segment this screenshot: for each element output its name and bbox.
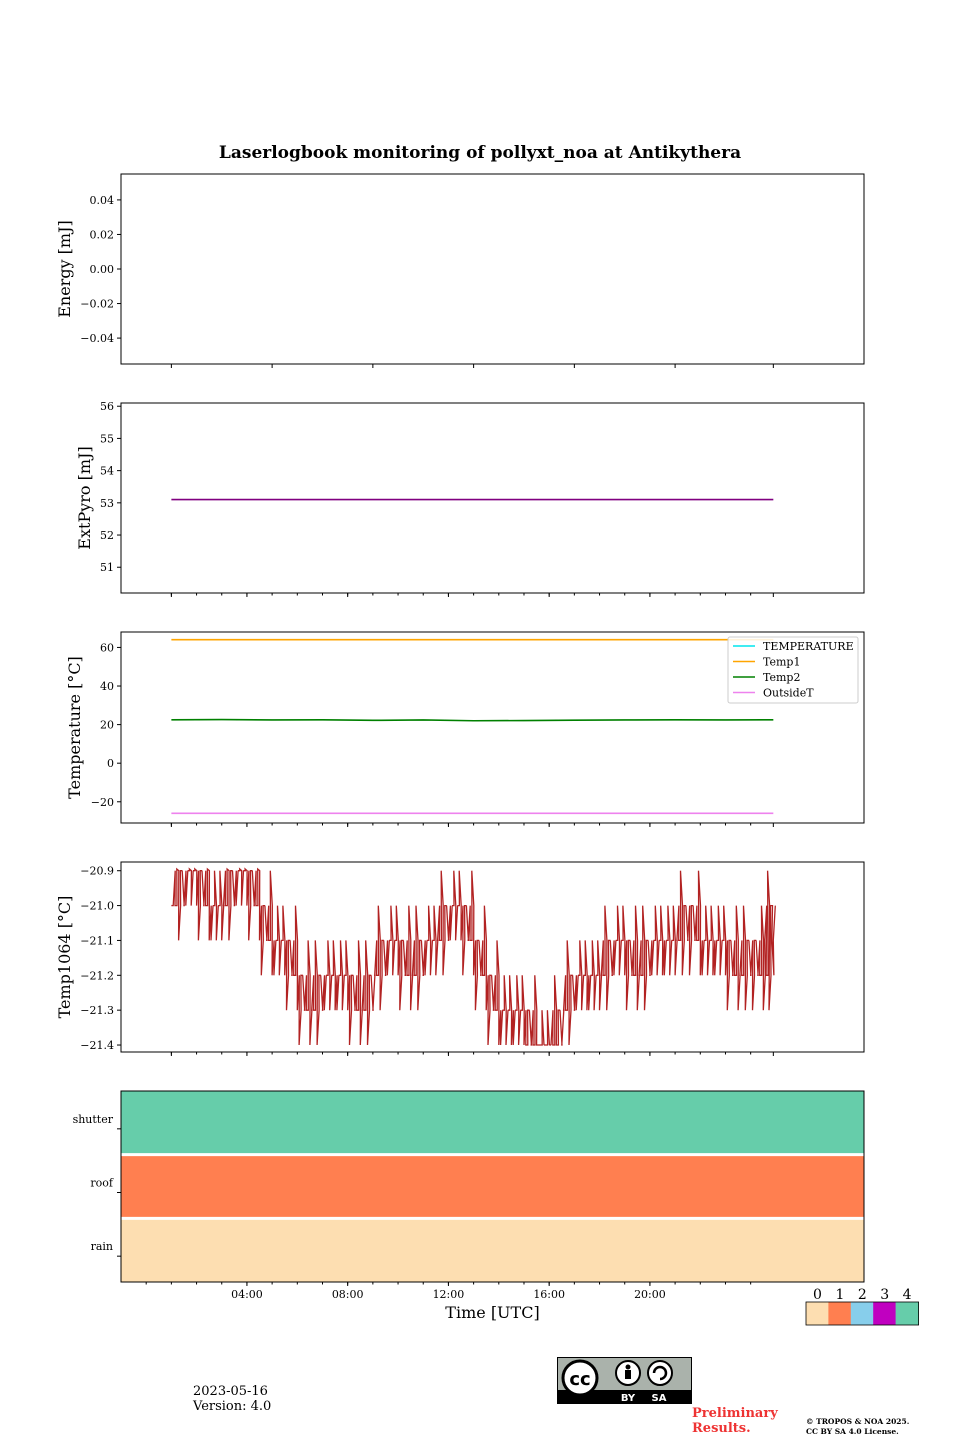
row-label-roof: roof <box>90 1177 114 1190</box>
panel-2: 56 55 54 53 52 51 ExtPyro [mJ] <box>75 400 865 597</box>
cc-by-sa-icon: cc BY SA <box>557 1357 692 1404</box>
colorbar-swatch <box>806 1302 829 1325</box>
preliminary-notice: Preliminary Results. <box>692 1406 778 1436</box>
xtick-label: 04:00 <box>231 1288 263 1301</box>
footer-version: Version: 4.0 <box>193 1399 272 1414</box>
status-row-shutter <box>121 1091 864 1155</box>
panel-3: 60 40 20 0 −20 Temperature [°C] TEMPERATURE Tem… <box>65 631 865 827</box>
colorbar-label: 3 <box>880 1287 889 1303</box>
ytick-label: −21.3 <box>80 1004 114 1017</box>
ytick-label: −20.9 <box>80 865 114 878</box>
svg-text:cc: cc <box>569 1369 590 1390</box>
colorbar-label: 0 <box>813 1287 822 1303</box>
y-axis-label: ExtPyro [mJ] <box>75 446 94 549</box>
panel-1: 0.04 0.02 0.00 −0.02 −0.04 Energy [mJ] <box>55 173 865 368</box>
xtick-label: 08:00 <box>332 1288 364 1301</box>
colorbar-label: 1 <box>835 1287 844 1303</box>
series-line-temp2 <box>171 718 774 722</box>
license-sa: SA <box>652 1393 667 1404</box>
colorbar-swatch <box>873 1302 897 1325</box>
footer-date: 2023-05-16 <box>193 1384 268 1399</box>
preliminary-line-2: Results. <box>692 1421 751 1436</box>
row-label-shutter: shutter <box>73 1113 114 1126</box>
copyright-line-1: © TROPOS & NOA 2025. <box>806 1417 910 1426</box>
chart-title: Laserlogbook monitoring of pollyxt_noa a… <box>219 143 741 163</box>
row-label-rain: rain <box>91 1240 113 1253</box>
y-axis-label: Temperature [°C] <box>65 656 84 799</box>
ytick-label: 40 <box>100 680 114 693</box>
ytick-label: 55 <box>100 432 114 445</box>
colorbar-swatch <box>850 1302 874 1325</box>
colorbar-label: 2 <box>858 1287 867 1303</box>
legend: TEMPERATURE Temp1 Temp2 OutsideT <box>727 636 859 704</box>
series-line <box>171 867 776 1046</box>
y-axis-label: Temp1064 [°C] <box>55 896 74 1019</box>
ytick-label: 20 <box>100 719 114 732</box>
plot-frame <box>120 861 865 1053</box>
ytick-label: 0.04 <box>90 194 115 207</box>
preliminary-line-1: Preliminary <box>692 1406 778 1421</box>
x-axis-label: Time [UTC] <box>445 1303 539 1322</box>
colorbar-label: 4 <box>903 1287 912 1303</box>
status-row-rain <box>121 1218 864 1282</box>
ytick-label: 60 <box>100 641 114 654</box>
ytick-label: 51 <box>100 561 114 574</box>
ytick-label: −21.1 <box>80 934 114 947</box>
legend-label: Temp1 <box>763 656 800 669</box>
xtick-label: 20:00 <box>634 1288 666 1301</box>
legend-label: Temp2 <box>763 671 800 684</box>
legend-box <box>727 636 859 704</box>
copyright-notice: © TROPOS & NOA 2025. CC BY SA 4.0 Licens… <box>806 1417 909 1437</box>
footer-info: 2023-05-16 Version: 4.0 <box>193 1384 271 1414</box>
ytick-label: 52 <box>100 529 114 542</box>
plot-frame <box>120 402 865 594</box>
y-axis-label: Energy [mJ] <box>55 220 74 318</box>
panel-4: −20.9 −21.0 −21.1 −21.2 −21.3 −21.4 Temp1064 [… <box>55 861 865 1056</box>
ytick-label: 53 <box>100 497 114 510</box>
legend-label: TEMPERATURE <box>763 640 854 653</box>
heatmap-frame <box>120 1090 865 1283</box>
ytick-label: −0.04 <box>80 332 114 345</box>
colorbar-frame <box>805 1301 919 1326</box>
ytick-label: −21.2 <box>80 969 114 982</box>
ytick-label: 0.00 <box>90 263 115 276</box>
license-by: BY <box>621 1393 636 1404</box>
ytick-label: −21.4 <box>80 1039 114 1052</box>
panel-5: shutter roof rain 04:00 08:00 12:00 16:00 20:00… <box>73 1090 919 1326</box>
xtick-label: 16:00 <box>533 1288 565 1301</box>
colorbar-swatch <box>895 1302 919 1325</box>
status-row-roof <box>121 1154 864 1219</box>
ytick-label: 0 <box>107 757 114 770</box>
colorbar-swatch <box>828 1302 852 1325</box>
copyright-line-2: CC BY SA 4.0 License. <box>806 1427 899 1436</box>
ytick-label: 54 <box>100 465 114 478</box>
plot-frame <box>120 173 865 365</box>
legend-label: OutsideT <box>763 687 814 700</box>
ytick-label: −20 <box>91 796 114 809</box>
xtick-label: 12:00 <box>433 1288 465 1301</box>
ytick-label: −0.02 <box>80 298 114 311</box>
ytick-label: −21.0 <box>80 900 114 913</box>
ytick-label: 56 <box>100 400 114 413</box>
ytick-label: 0.02 <box>90 228 115 241</box>
